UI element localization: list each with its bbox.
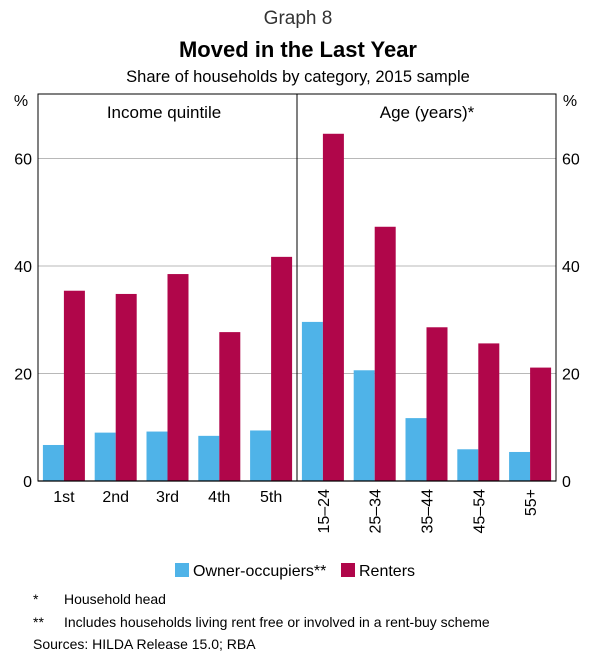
x-tick-2nd: 2nd (102, 489, 129, 506)
x-tick-1st: 1st (53, 489, 75, 506)
bar-owner-occupiers-35–44 (405, 418, 427, 481)
panel-label-income: Income quintile (107, 103, 221, 122)
x-tick-4th: 4th (208, 489, 230, 506)
bar-owner-occupiers-45–54 (457, 449, 479, 481)
bar-owner-occupiers-55+ (509, 451, 531, 481)
bar-renters-35–44 (426, 327, 448, 481)
y-unit-left: % (14, 93, 28, 110)
y-tick-labels: 0 0 20 20 40 40 60 60 (14, 152, 580, 492)
bar-renters-2nd (115, 293, 137, 481)
legend-swatch-owner-occupiers (175, 563, 189, 577)
y-tick-left-60: 60 (14, 152, 32, 169)
y-tick-right-20: 20 (562, 367, 580, 384)
bar-renters-15–24 (322, 133, 344, 481)
bar-renters-1st (63, 290, 85, 481)
bar-renters-45–54 (478, 343, 500, 481)
plot-frame (37, 93, 557, 482)
bar-renters-25–34 (374, 226, 396, 481)
bar-owner-occupiers-25–34 (353, 370, 375, 481)
chart-title: Moved in the Last Year (179, 37, 417, 62)
bar-owner-occupiers-2nd (94, 432, 116, 481)
footnotes: * Household head ** Includes households … (33, 591, 490, 652)
bars (42, 133, 552, 481)
legend-swatch-renters (341, 563, 355, 577)
y-tick-left-20: 20 (14, 367, 32, 384)
footnote-mark-1: * (33, 591, 39, 607)
x-tick-5th: 5th (260, 489, 282, 506)
x-tick-55+: 55+ (523, 489, 540, 516)
footnote-text-1: Household head (64, 591, 166, 607)
y-tick-left-40: 40 (14, 259, 32, 276)
chart-subtitle: Share of households by category, 2015 sa… (126, 68, 470, 86)
x-tick-25–34: 25–34 (368, 489, 385, 534)
bar-renters-55+ (530, 367, 552, 481)
y-tick-left-0: 0 (23, 474, 32, 491)
bar-owner-occupiers-3rd (146, 431, 168, 481)
panel-label-age: Age (years)* (380, 103, 475, 122)
x-tick-3rd: 3rd (156, 489, 179, 506)
bar-renters-4th (219, 332, 241, 481)
bar-renters-5th (271, 256, 293, 481)
x-tick-15–24: 15–24 (316, 489, 333, 534)
legend-label-renters: Renters (359, 563, 415, 580)
x-tick-labels: 1st 2nd 3rd 4th 5th 15–24 25–34 35–44 45–54 55+ (53, 489, 540, 534)
y-tick-right-60: 60 (562, 152, 580, 169)
bar-owner-occupiers-5th (250, 430, 272, 481)
footnote-text-2: Includes households living rent free or … (64, 614, 490, 630)
sources-line: Sources: HILDA Release 15.0; RBA (33, 636, 256, 652)
legend-label-owner-occupiers: Owner-occupiers** (193, 563, 326, 580)
y-tick-right-40: 40 (562, 259, 580, 276)
graph-number: Graph 8 (264, 8, 333, 29)
bar-renters-3rd (167, 274, 189, 481)
y-unit-right: % (563, 93, 577, 110)
footnote-mark-2: ** (33, 614, 44, 630)
bar-owner-occupiers-15–24 (301, 321, 323, 481)
x-tick-35–44: 35–44 (420, 489, 437, 534)
bar-owner-occupiers-4th (198, 435, 220, 481)
legend: Owner-occupiers** Renters (175, 563, 415, 580)
x-tick-45–54: 45–54 (471, 489, 488, 534)
bar-owner-occupiers-1st (42, 444, 64, 481)
y-tick-right-0: 0 (562, 474, 571, 491)
